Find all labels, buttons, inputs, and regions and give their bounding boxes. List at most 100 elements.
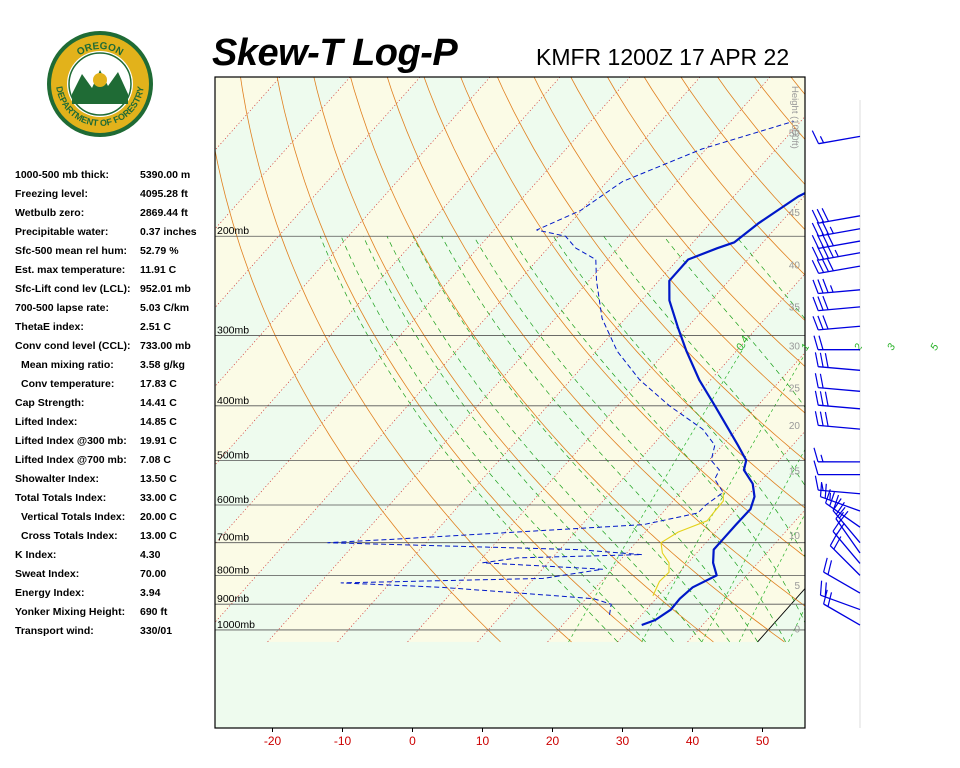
stat-row: K Index: 4.30 (15, 549, 215, 568)
stat-value: 17.83 C (140, 378, 177, 390)
barb-half-flag (829, 285, 834, 293)
stat-value: 70.00 (140, 568, 167, 580)
plot-area (215, 0, 960, 728)
barb-flag (819, 411, 824, 427)
stat-row: Lifted Index @700 mb: 7.08 C (15, 454, 215, 473)
stat-label: Lifted Index @700 mb: (15, 454, 127, 466)
barb-flag (813, 460, 819, 475)
height-axis-label: Height (1000ft) (789, 86, 800, 149)
barb-half-flag (819, 136, 825, 144)
stat-value: 690 ft (140, 606, 168, 618)
barb-flag (812, 316, 819, 331)
wind-barb (813, 460, 861, 476)
stat-label: Conv temperature: (21, 378, 115, 390)
stat-value: 733.00 mb (140, 340, 191, 352)
barb-flag (817, 315, 824, 330)
dry-adiabat (423, 77, 805, 558)
barb-staff (818, 404, 861, 410)
stat-value: 2.51 C (140, 321, 171, 333)
stat-label: Sweat Index: (15, 568, 80, 580)
barb-staff (818, 135, 861, 145)
moist-adiabat (362, 236, 674, 643)
stat-label: Est. max temperature: (15, 264, 126, 276)
stat-value: 3.94 (140, 587, 161, 599)
x-tick-label: -10 (334, 734, 352, 748)
stat-label: Precipitable water: (15, 226, 109, 238)
moist-adiabat (553, 236, 805, 558)
moist-adiabat (340, 236, 646, 643)
isotherm-band (828, 0, 960, 642)
stat-value: 19.91 C (140, 435, 177, 447)
wind-barb (814, 373, 861, 392)
x-tick-label: 20 (546, 734, 560, 748)
barb-flag (812, 279, 819, 294)
barb-flag (833, 494, 840, 509)
dry-adiabat (570, 77, 805, 368)
temperature-trace (641, 191, 805, 627)
barb-staff (818, 228, 861, 237)
moist-adiabat (473, 236, 786, 643)
barb-staff (818, 289, 861, 295)
barb-flag (829, 532, 838, 546)
height-tick-label: 0 (794, 624, 800, 635)
moist-adiabat (319, 236, 618, 643)
stat-row: Est. max temperature: 11.91 C (15, 264, 215, 283)
barb-staff (818, 366, 861, 371)
stat-value: 3.58 g/kg (140, 359, 185, 371)
dry-adiabat (606, 77, 805, 322)
wind-barbs (811, 130, 861, 626)
pressure-label: 900mb (217, 593, 249, 605)
x-tick-label: 50 (756, 734, 770, 748)
barb-half-flag (838, 511, 844, 519)
isotherm-band (407, 195, 805, 642)
dewpoint-trace (327, 120, 794, 615)
stat-row: Energy Index: 3.94 (15, 587, 215, 606)
barb-flag (821, 208, 830, 222)
height-tick-label: 25 (789, 383, 801, 394)
barb-flag (813, 335, 819, 350)
pressure-label: 600mb (217, 494, 249, 506)
x-tick-label: 40 (686, 734, 700, 748)
stat-label: 700-500 lapse rate: (15, 302, 109, 314)
pressure-label: 700mb (217, 532, 249, 544)
pressure-label: 300mb (217, 324, 249, 336)
isotherm-band (215, 77, 701, 623)
dry-adiabat (857, 0, 960, 642)
mixing-ratio-line (788, 607, 805, 643)
barb-flag (827, 560, 833, 575)
barb-flag (811, 260, 820, 274)
barb-flag (823, 557, 828, 573)
stat-label: Cap Strength: (15, 397, 85, 409)
barb-staff (829, 545, 861, 576)
barb-flag (811, 246, 820, 261)
stat-row: Vertical Totals Index: 20.00 C (15, 511, 215, 530)
stat-row: Cross Totals Index: 13.00 C (15, 530, 215, 549)
barb-half-flag (834, 249, 839, 257)
barb-staff (818, 386, 861, 392)
stat-value: 14.85 C (140, 416, 177, 428)
barb-flag (818, 335, 824, 350)
barb-flag (811, 130, 820, 144)
isotherm-band (547, 352, 805, 642)
barb-flag (814, 390, 819, 406)
moist-adiabat (412, 236, 730, 643)
moist-adiabat (821, 236, 953, 642)
pressure-label: 500mb (217, 449, 249, 461)
barb-flag (826, 257, 834, 272)
stat-label: Wetbulb zero: (15, 207, 85, 219)
barb-half-flag (829, 492, 831, 501)
stat-label: ThetaE index: (15, 321, 84, 333)
stat-row: Conv temperature: 17.83 C (15, 378, 215, 397)
barb-flag (819, 580, 823, 596)
stat-value: 7.08 C (140, 454, 171, 466)
barb-flag (816, 208, 825, 223)
station-time-label: KMFR 1200Z 17 APR 22 (536, 44, 790, 70)
stat-row: Freezing level: 4095.28 ft (15, 188, 215, 207)
mixing-ratio-label: 3 (885, 341, 898, 352)
mixing-ratio-label: 1 (799, 342, 812, 353)
barb-flag (819, 482, 823, 497)
pressure-label: 800mb (217, 564, 249, 576)
barb-flag (822, 278, 829, 293)
stat-value: 13.50 C (140, 473, 177, 485)
